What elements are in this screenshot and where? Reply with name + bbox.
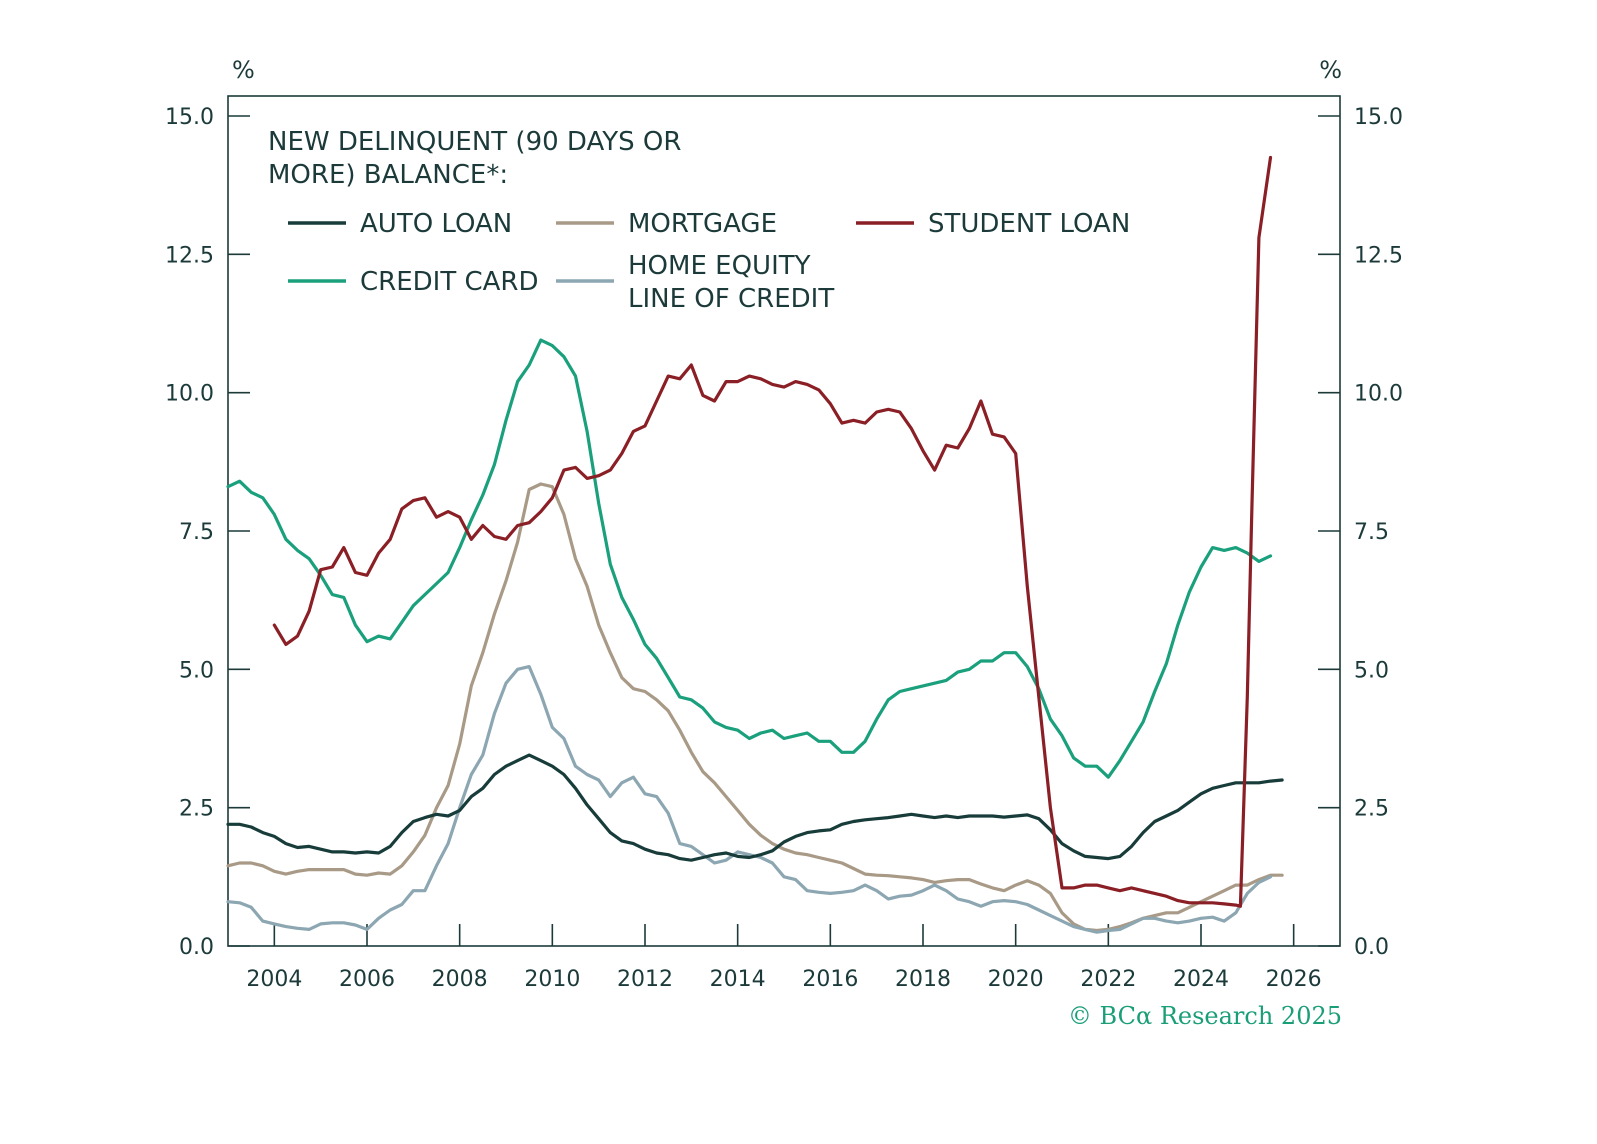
x-tick-label: 2014: [710, 967, 766, 992]
x-tick-label: 2008: [432, 967, 488, 992]
y-tick-label-left: 12.5: [165, 243, 214, 268]
series-line-mortgage: [226, 482, 1284, 933]
legend-label: HOME EQUITY: [628, 251, 811, 281]
x-tick-label: 2016: [802, 967, 858, 992]
y-axis-unit-left: %: [232, 56, 255, 84]
y-tick-label-left: 10.0: [165, 382, 214, 407]
x-tick-label: 2010: [524, 967, 580, 992]
legend-label: MORTGAGE: [628, 209, 777, 239]
x-tick-label: 2004: [246, 967, 302, 992]
y-tick-label-right: 5.0: [1354, 658, 1389, 683]
series-line-home-equity-line-of-credit: [226, 665, 1273, 934]
x-tick-label: 2012: [617, 967, 673, 992]
x-tick-label: 2006: [339, 967, 395, 992]
legend-label: STUDENT LOAN: [928, 209, 1130, 239]
y-tick-label-left: 5.0: [179, 658, 214, 683]
legend-label: LINE OF CREDIT: [628, 284, 834, 314]
y-axis-unit-right: %: [1319, 56, 1342, 84]
x-tick-label: 2024: [1173, 967, 1229, 992]
plot-frame: [227, 95, 1341, 947]
chart-title-line: MORE) BALANCE*:: [268, 160, 508, 190]
x-tick-label: 2026: [1266, 967, 1322, 992]
axis-ticks: 0.0 0.0 2.5 2.5 5.0 5.0 7.5 7.5 10.0 10.0 12.5 12.5…: [165, 105, 1403, 992]
y-tick-label-right: 10.0: [1354, 382, 1403, 407]
y-tick-label-right: 12.5: [1354, 243, 1403, 268]
y-tick-label-right: 7.5: [1354, 520, 1389, 545]
y-tick-label-left: 0.0: [179, 935, 214, 960]
y-tick-label-left: 2.5: [179, 797, 214, 822]
series-lines: [226, 155, 1284, 934]
legend-label: CREDIT CARD: [360, 267, 539, 297]
x-tick-label: 2018: [895, 967, 951, 992]
legend: AUTO LOAN MORTGAGE STUDENT LOAN CREDIT CARD…: [288, 209, 1130, 314]
y-tick-label-left: 7.5: [179, 520, 214, 545]
copyright-text: © BCα Research 2025: [1068, 1002, 1342, 1030]
y-tick-label-left: 15.0: [165, 105, 214, 130]
y-tick-label-right: 0.0: [1354, 935, 1389, 960]
series-line-credit-card: [226, 338, 1273, 779]
legend-label: AUTO LOAN: [360, 209, 512, 239]
y-tick-label-right: 15.0: [1354, 105, 1403, 130]
series-line-auto-loan: [226, 753, 1284, 862]
x-tick-label: 2022: [1080, 967, 1136, 992]
x-tick-label: 2020: [988, 967, 1044, 992]
series-line-student-loan: [272, 155, 1273, 908]
chart-title-line: NEW DELINQUENT (90 DAYS OR: [268, 127, 681, 157]
y-tick-label-right: 2.5: [1354, 797, 1389, 822]
